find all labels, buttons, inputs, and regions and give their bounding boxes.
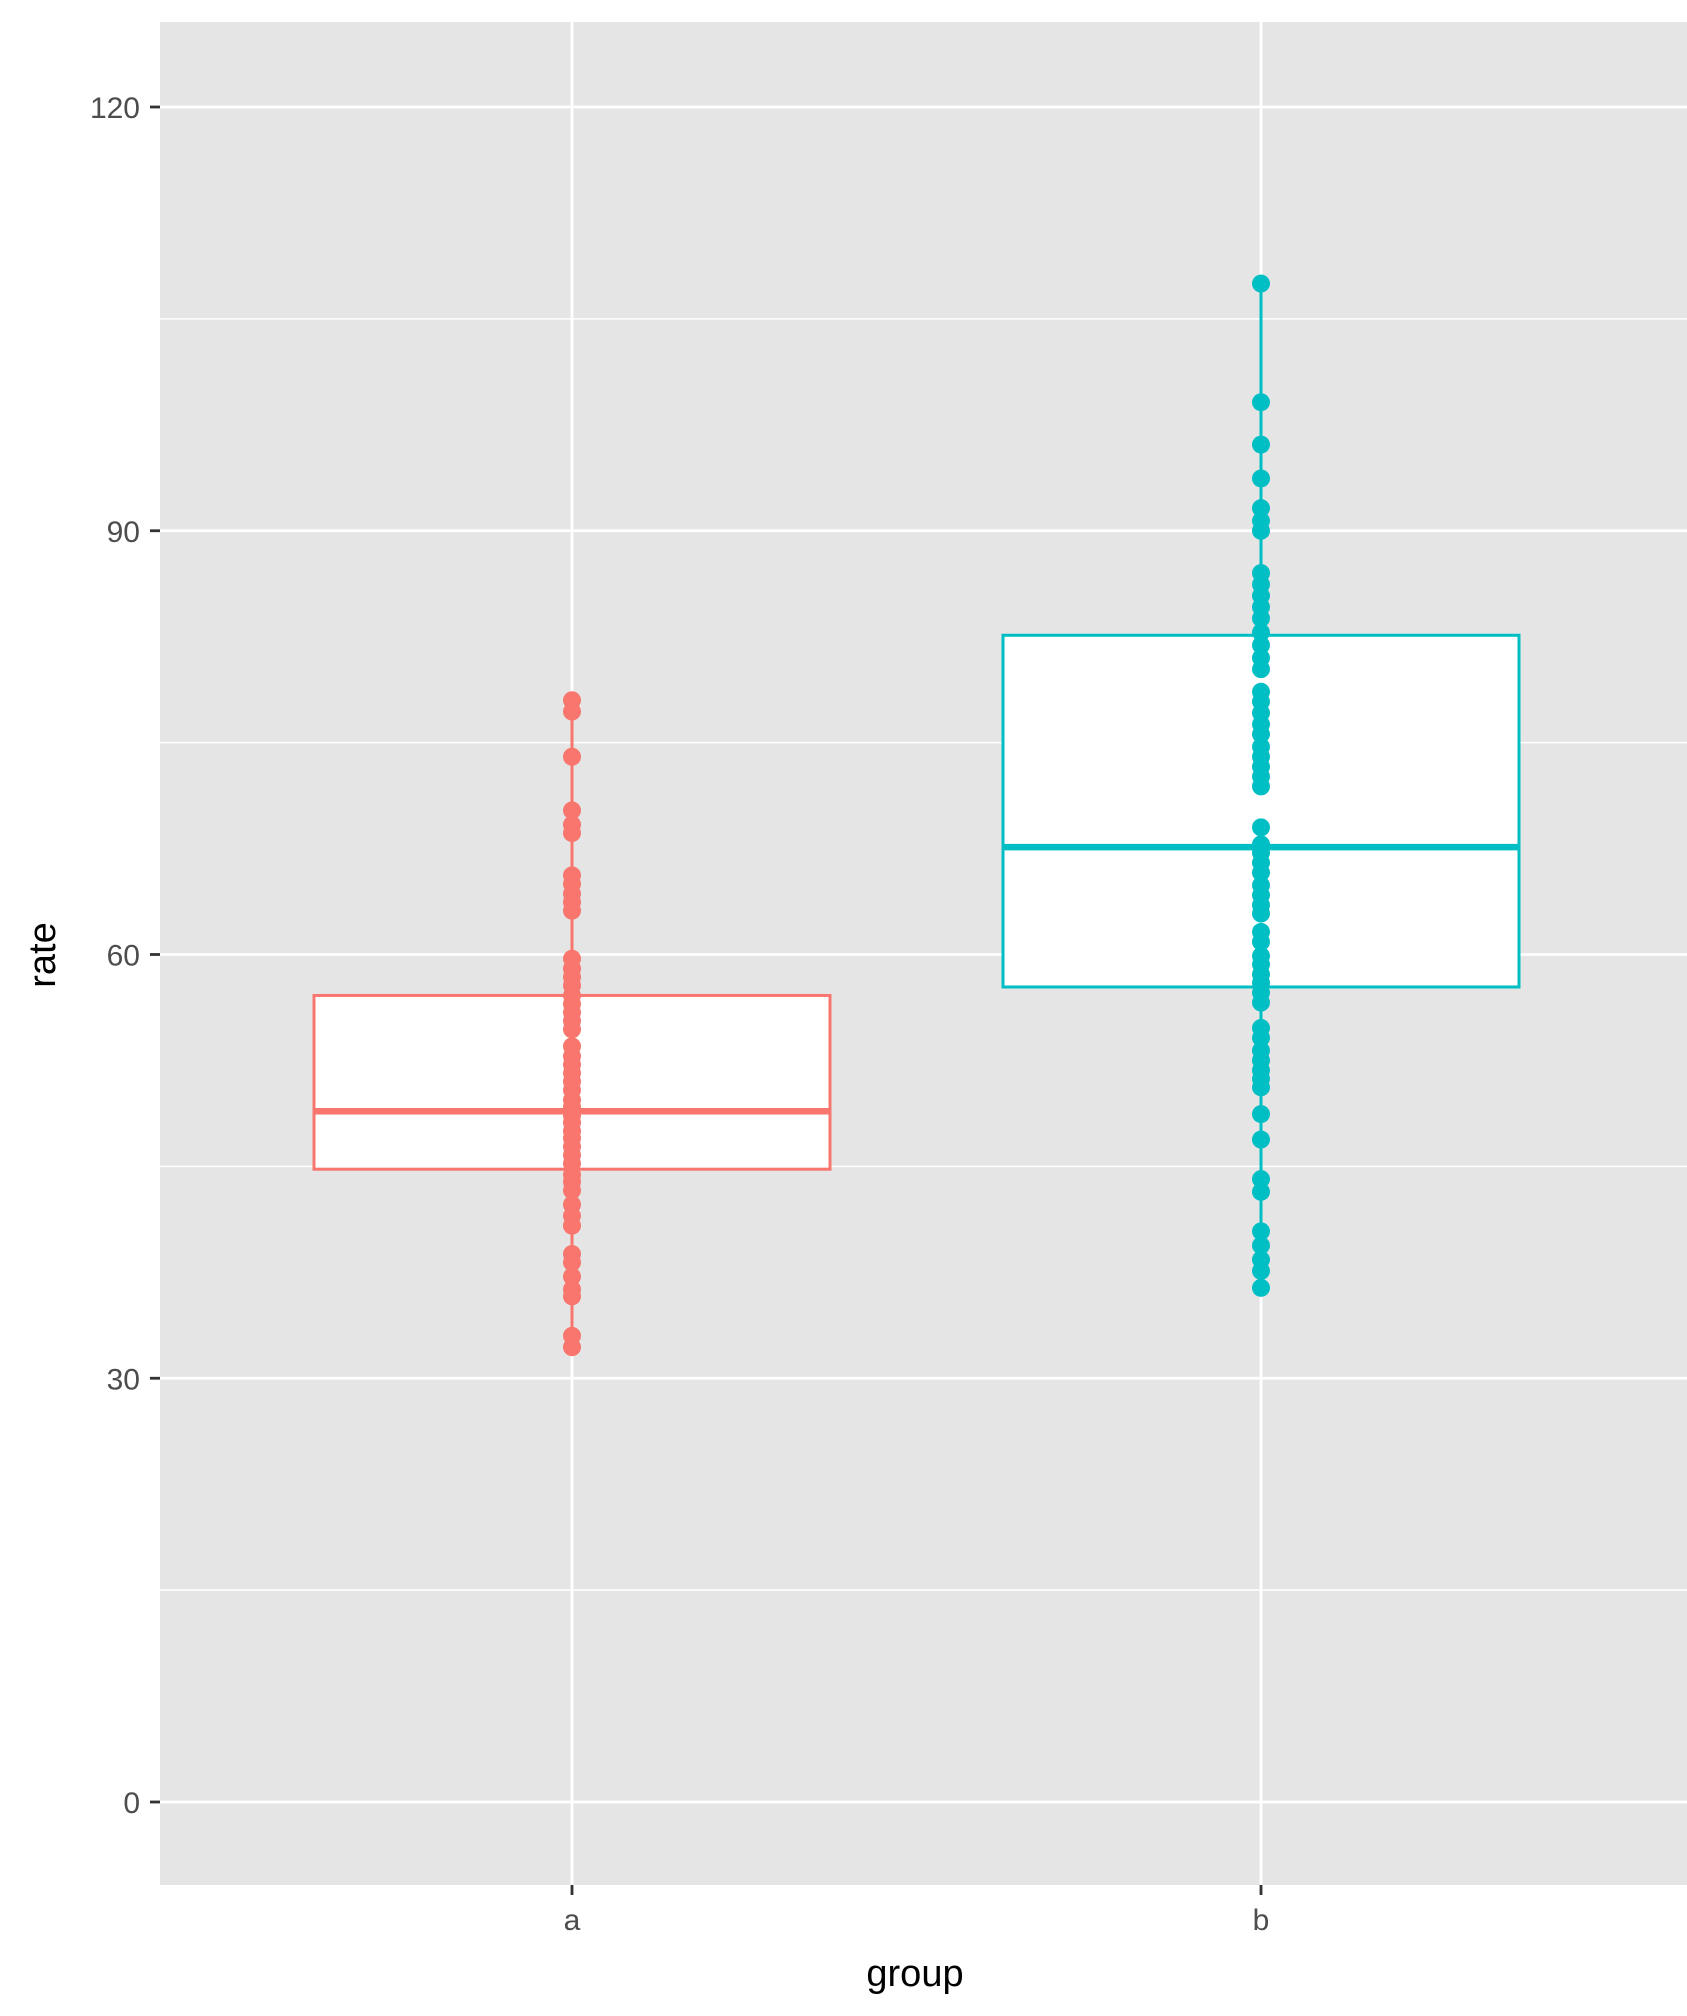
data-point xyxy=(1252,393,1270,412)
data-point xyxy=(1252,648,1270,667)
data-point xyxy=(1252,737,1270,756)
x-tick-label: b xyxy=(1253,1904,1270,1937)
data-point xyxy=(563,801,581,820)
data-point xyxy=(563,1267,581,1286)
data-point xyxy=(1252,1278,1270,1297)
data-point xyxy=(563,1244,581,1263)
y-tick-label: 30 xyxy=(107,1363,140,1396)
data-point xyxy=(1252,1018,1270,1037)
data-point xyxy=(1252,623,1270,642)
y-tick-label: 0 xyxy=(123,1787,140,1820)
data-point xyxy=(1252,946,1270,965)
data-point xyxy=(1252,818,1270,837)
data-point xyxy=(1252,876,1270,895)
data-point xyxy=(1252,636,1270,655)
y-axis-title: rate xyxy=(22,922,64,987)
data-point xyxy=(1252,922,1270,941)
y-tick-label: 120 xyxy=(90,92,140,125)
box-group-a xyxy=(312,691,832,1357)
data-point xyxy=(563,1037,581,1056)
data-point xyxy=(1252,1105,1270,1124)
box-group-b xyxy=(1001,274,1521,1297)
data-point xyxy=(563,691,581,710)
x-axis-title: group xyxy=(866,1953,963,1995)
data-point xyxy=(1252,469,1270,488)
data-point xyxy=(1252,1041,1270,1060)
data-point xyxy=(1252,1222,1270,1241)
data-point xyxy=(1252,1170,1270,1189)
axes: 0 30 60 90 120 a b xyxy=(90,92,1269,1937)
series-layer xyxy=(312,274,1521,1357)
x-tick-label: a xyxy=(564,1904,581,1937)
y-tick-label: 90 xyxy=(107,516,140,549)
data-point xyxy=(1252,274,1270,293)
y-tick-label: 60 xyxy=(107,940,140,973)
data-point xyxy=(563,815,581,834)
data-point xyxy=(1252,564,1270,583)
data-point xyxy=(563,866,581,885)
data-point xyxy=(1252,435,1270,454)
data-point xyxy=(1252,1182,1270,1201)
data-point xyxy=(563,1195,581,1214)
data-point xyxy=(1252,682,1270,701)
data-point xyxy=(1252,1236,1270,1255)
data-point xyxy=(1252,1130,1270,1149)
data-point xyxy=(1252,835,1270,854)
data-point xyxy=(563,1280,581,1299)
data-point xyxy=(563,747,581,766)
data-point xyxy=(563,1326,581,1345)
data-point xyxy=(1252,499,1270,518)
data-point xyxy=(563,949,581,968)
data-point xyxy=(1252,511,1270,530)
data-point xyxy=(1252,1250,1270,1269)
